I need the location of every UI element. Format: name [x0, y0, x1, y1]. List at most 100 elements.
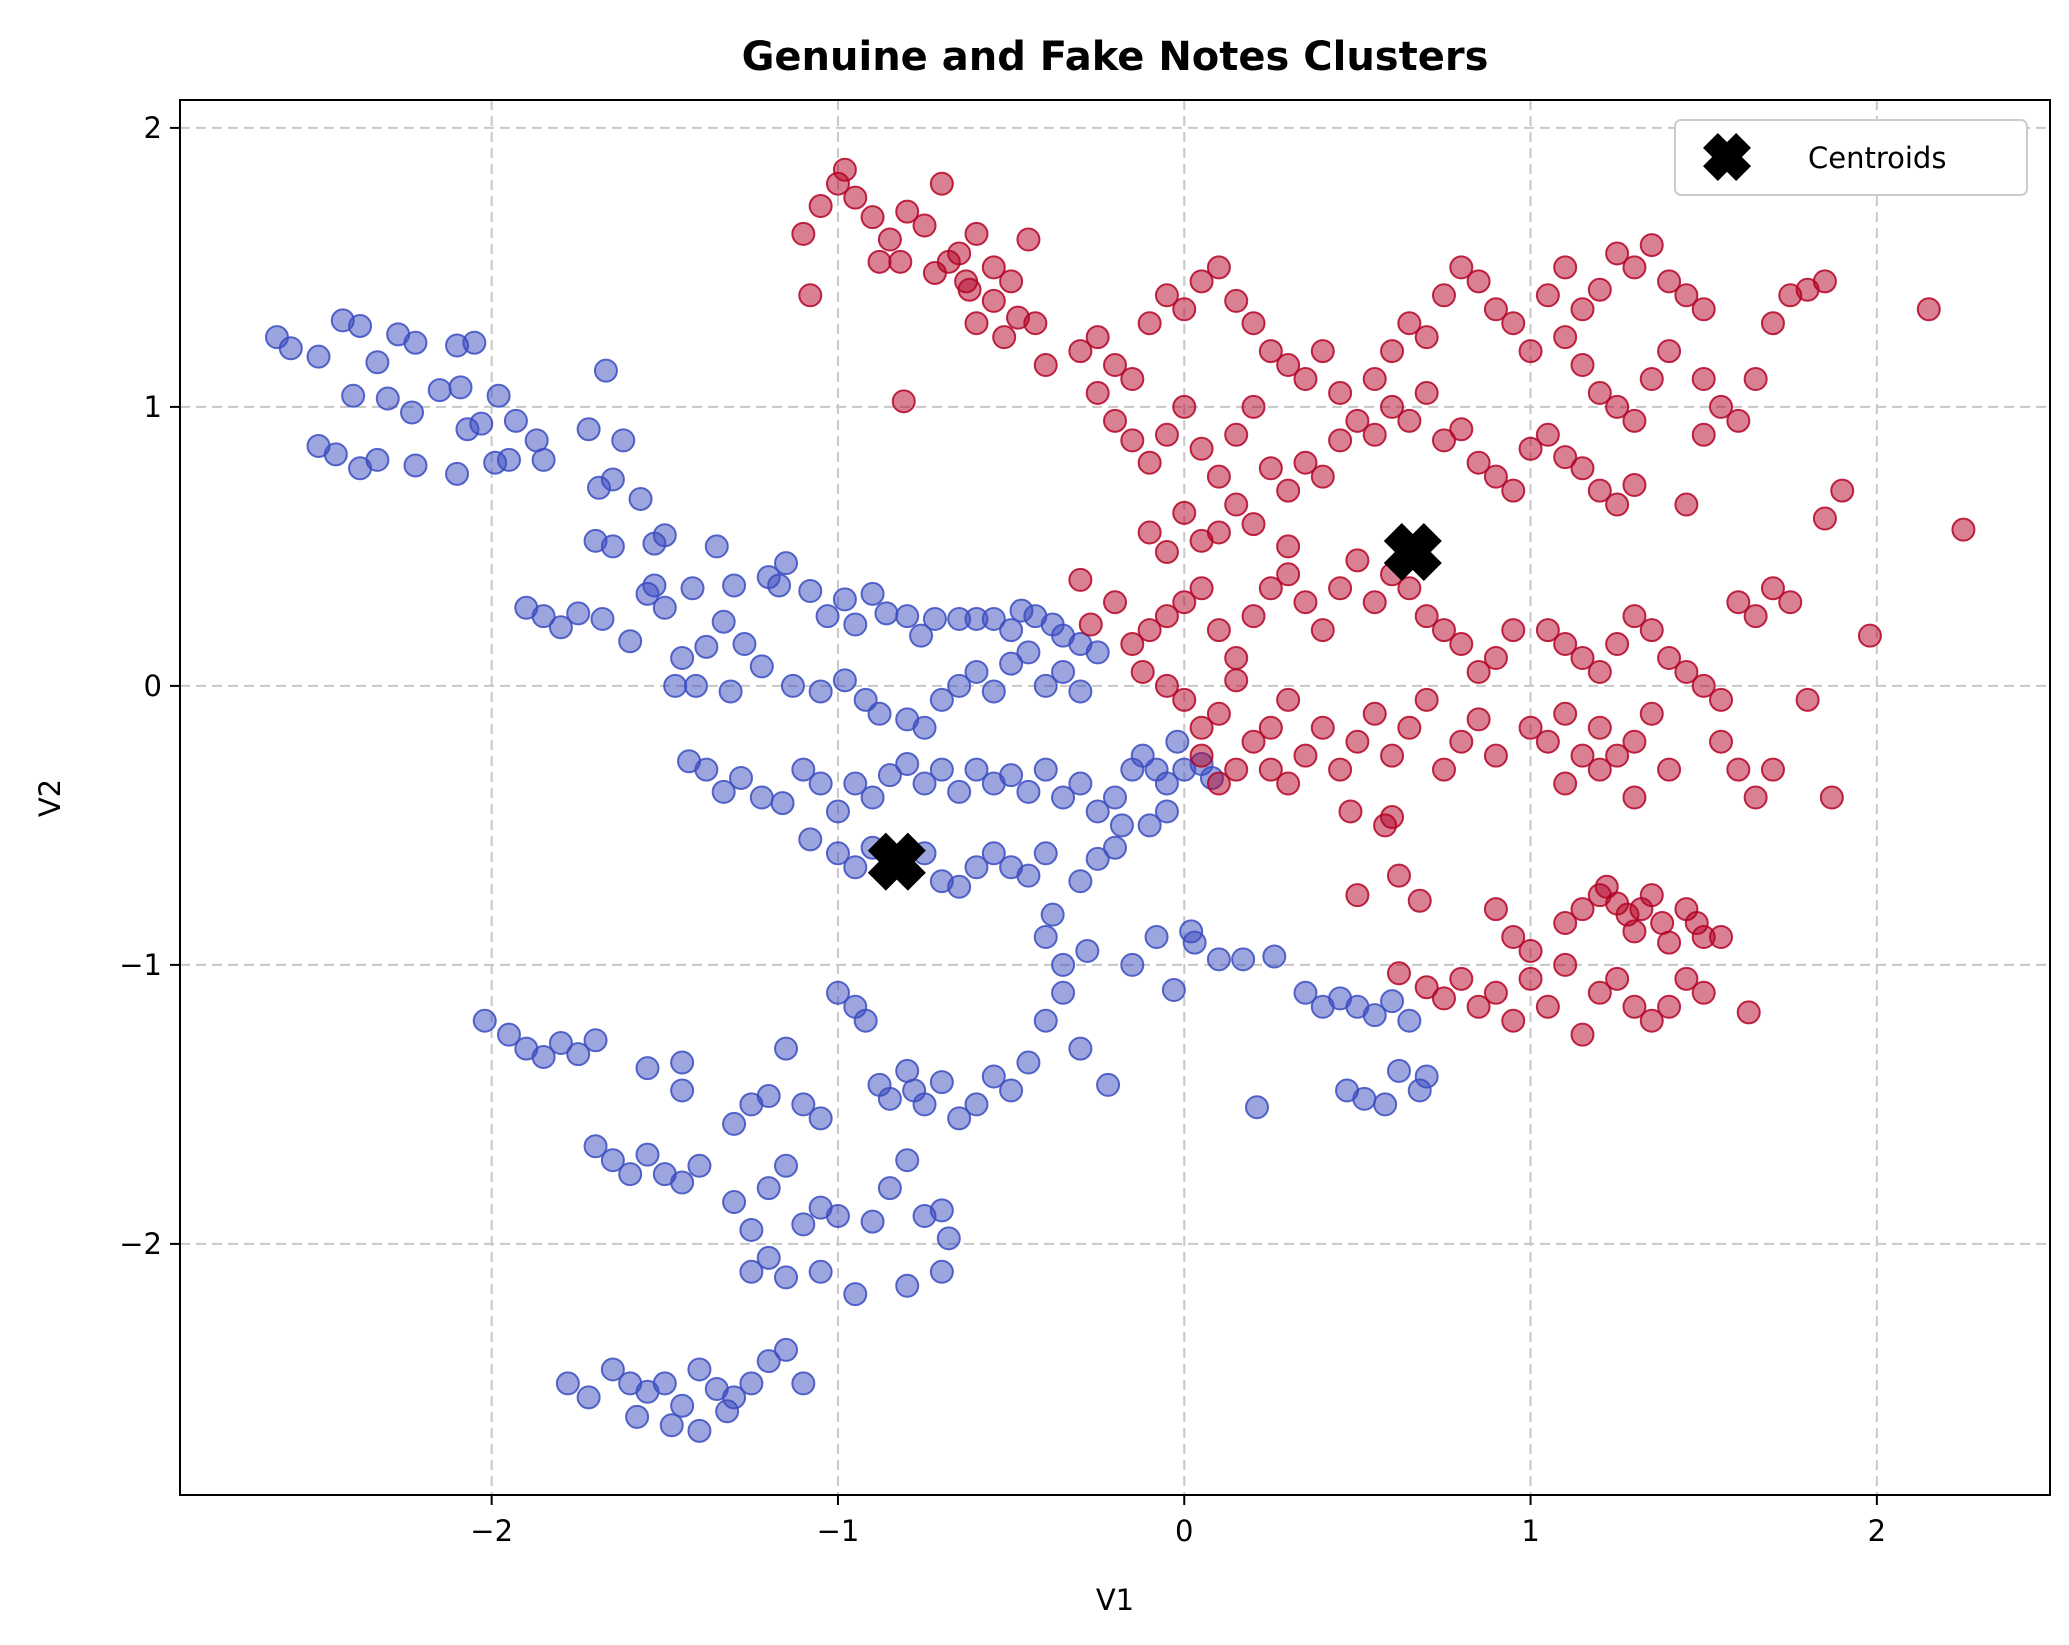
data-point-cluster-1 [1352, 1086, 1377, 1111]
data-point-cluster-1 [739, 1259, 764, 1284]
data-point-cluster-2 [1338, 799, 1363, 824]
axis-ticks: −2 −1 0 1 2 −2 −1 0 1 2 [119, 111, 1886, 1548]
data-point-cluster-2 [1120, 428, 1145, 453]
data-point-cluster-2 [1535, 422, 1560, 447]
data-point-cluster-1 [375, 386, 400, 411]
data-point-cluster-2 [1795, 687, 1820, 712]
data-point-cluster-2 [1276, 353, 1301, 378]
data-point-cluster-2 [1431, 283, 1456, 308]
data-point-cluster-1 [566, 601, 591, 626]
data-point-cluster-1 [548, 1031, 573, 1056]
data-point-cluster-2 [1120, 367, 1145, 391]
data-point-cluster-2 [1587, 715, 1612, 740]
data-point-cluster-2 [1622, 994, 1647, 1019]
data-point-cluster-1 [403, 453, 428, 478]
data-point-cluster-1 [947, 673, 972, 698]
data-point-cluster-1 [798, 579, 823, 604]
data-point-cluster-2 [1380, 339, 1405, 364]
data-point-cluster-1 [815, 604, 840, 629]
data-point-cluster-2 [1258, 456, 1283, 481]
data-point-cluster-1 [739, 1371, 764, 1396]
data-point-cluster-1 [774, 1265, 799, 1290]
data-point-cluster-1 [1137, 813, 1162, 838]
data-point-cluster-1 [1051, 980, 1076, 1005]
data-point-cluster-2 [1553, 445, 1578, 470]
data-point-cluster-2 [1085, 380, 1110, 405]
data-point-cluster-1 [1161, 978, 1186, 1003]
data-point-cluster-1 [929, 1198, 954, 1223]
data-point-cluster-1 [832, 668, 857, 693]
data-point-cluster-2 [1362, 590, 1387, 615]
centroid-marker [1383, 522, 1442, 581]
data-point-cluster-1 [1085, 846, 1110, 871]
data-point-cluster-1 [618, 629, 643, 654]
data-point-cluster-2 [1483, 897, 1508, 922]
data-point-cluster-2 [1328, 576, 1353, 601]
data-point-cluster-1 [722, 1190, 747, 1215]
data-point-cluster-1 [756, 1245, 781, 1270]
data-point-cluster-1 [1068, 1036, 1093, 1061]
data-point-cluster-2 [1553, 771, 1578, 796]
data-point-cluster-2 [1276, 771, 1301, 796]
data-point-cluster-2 [1258, 339, 1283, 364]
data-point-cluster-1 [1068, 771, 1093, 796]
data-point-cluster-1 [1397, 1008, 1422, 1033]
data-point-cluster-2 [1691, 980, 1716, 1005]
data-point-cluster-1 [576, 417, 601, 442]
data-point-cluster-2 [1518, 339, 1543, 364]
data-point-cluster-2 [1206, 618, 1231, 643]
data-point-cluster-1 [365, 350, 390, 375]
data-point-cluster-1 [798, 827, 823, 852]
data-point-cluster-1 [964, 855, 989, 880]
data-point-cluster-1 [278, 336, 303, 361]
data-point-cluster-2 [1414, 380, 1439, 405]
data-point-cluster-1 [895, 752, 920, 777]
data-point-cluster-1 [774, 1337, 799, 1362]
x-axis-label: V1 [1096, 1583, 1134, 1617]
data-point-cluster-1 [1154, 799, 1179, 824]
data-point-cluster-1 [999, 1078, 1024, 1103]
data-point-cluster-1 [825, 799, 850, 824]
data-point-cluster-2 [1657, 994, 1682, 1019]
data-point-cluster-2 [1605, 394, 1630, 419]
data-point-cluster-2 [1241, 394, 1266, 419]
data-point-cluster-1 [808, 771, 833, 796]
data-point-cluster-2 [1103, 353, 1127, 378]
data-point-cluster-1 [832, 587, 857, 612]
data-point-cluster-1 [860, 581, 885, 606]
data-point-cluster-2 [1743, 785, 1768, 810]
data-point-cluster-1 [348, 313, 373, 338]
data-point-cluster-2 [1206, 255, 1231, 280]
data-point-cluster-1 [1373, 1092, 1398, 1117]
data-point-cluster-2 [1605, 632, 1630, 657]
data-point-cluster-2 [1224, 757, 1249, 782]
data-point-cluster-2 [1293, 450, 1318, 475]
data-point-cluster-1 [1206, 947, 1231, 972]
data-point-cluster-2 [1397, 715, 1422, 740]
data-point-cluster-1 [427, 378, 452, 403]
data-point-cluster-2 [1553, 325, 1578, 350]
data-point-cluster-2 [1206, 520, 1231, 545]
data-point-cluster-2 [1622, 255, 1647, 280]
data-point-cluster-2 [1380, 394, 1405, 419]
data-point-cluster-1 [909, 623, 934, 648]
data-point-cluster-2 [981, 288, 1006, 313]
data-point-cluster-2 [1605, 966, 1630, 991]
data-point-cluster-2 [1587, 757, 1612, 782]
data-point-cluster-2 [1310, 715, 1335, 740]
data-point-cluster-1 [867, 701, 892, 726]
data-point-cluster-2 [1172, 590, 1197, 615]
data-point-cluster-1 [1068, 679, 1093, 704]
data-point-cluster-1 [306, 344, 331, 369]
data-point-cluster-2 [1501, 618, 1526, 643]
data-point-cluster-1 [895, 1273, 920, 1298]
data-point-cluster-1 [999, 651, 1024, 676]
data-point-cluster-1 [670, 1170, 695, 1195]
data-point-cluster-1 [912, 1092, 937, 1117]
data-point-cluster-1 [1103, 785, 1127, 810]
data-point-cluster-2 [1657, 757, 1682, 782]
data-point-cluster-2 [1224, 288, 1249, 313]
data-point-cluster-1 [683, 673, 708, 698]
data-point-cluster-1 [791, 1212, 816, 1237]
